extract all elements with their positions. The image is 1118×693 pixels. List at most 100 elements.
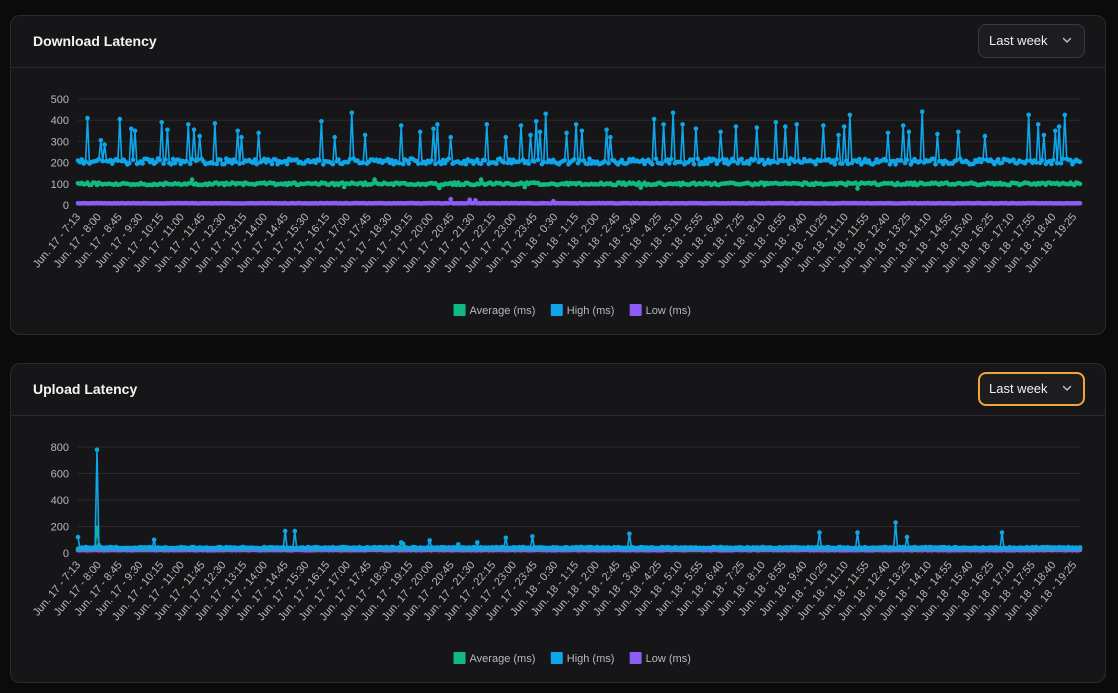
data-point[interactable] <box>638 185 644 190</box>
data-point[interactable] <box>817 530 822 535</box>
data-point[interactable] <box>783 124 788 129</box>
data-point[interactable] <box>187 161 193 167</box>
data-point[interactable] <box>532 159 537 164</box>
data-point[interactable] <box>573 122 579 127</box>
data-point[interactable] <box>218 157 223 163</box>
data-point[interactable] <box>543 111 548 117</box>
data-point[interactable] <box>448 196 454 202</box>
data-point[interactable] <box>649 162 655 167</box>
data-point[interactable] <box>999 530 1005 535</box>
data-point[interactable] <box>476 181 482 187</box>
data-point[interactable] <box>347 156 353 162</box>
data-point[interactable] <box>703 157 708 163</box>
data-point[interactable] <box>448 134 454 140</box>
data-point[interactable] <box>153 160 159 165</box>
data-point[interactable] <box>437 185 442 191</box>
data-point[interactable] <box>1077 181 1083 187</box>
data-point[interactable] <box>733 124 739 129</box>
data-point[interactable] <box>370 181 376 186</box>
data-point[interactable] <box>602 159 607 164</box>
data-point[interactable] <box>689 157 695 163</box>
data-point[interactable] <box>899 158 904 163</box>
data-point[interactable] <box>533 119 539 124</box>
data-point[interactable] <box>435 122 440 127</box>
data-point[interactable] <box>636 180 642 185</box>
data-point[interactable] <box>229 161 235 166</box>
data-point[interactable] <box>494 161 499 166</box>
data-point[interactable] <box>800 160 805 165</box>
data-point[interactable] <box>862 156 868 162</box>
data-point[interactable] <box>537 129 543 135</box>
data-point[interactable] <box>163 157 168 162</box>
data-point[interactable] <box>108 157 113 163</box>
data-point[interactable] <box>585 161 590 167</box>
data-point[interactable] <box>212 121 218 126</box>
data-point[interactable] <box>501 545 507 550</box>
data-point[interactable] <box>997 546 1003 551</box>
data-point[interactable] <box>1056 124 1062 129</box>
data-point[interactable] <box>214 161 220 167</box>
data-point[interactable] <box>587 156 592 161</box>
data-point[interactable] <box>571 157 577 162</box>
data-point[interactable] <box>509 161 514 166</box>
data-point[interactable] <box>94 447 100 452</box>
time-range-select[interactable]: Last week <box>978 24 1085 58</box>
legend-item[interactable]: High (ms) <box>550 304 615 317</box>
data-point[interactable] <box>956 129 961 135</box>
data-point[interactable] <box>845 161 851 167</box>
data-point[interactable] <box>1041 132 1047 138</box>
data-point[interactable] <box>473 545 478 550</box>
data-point[interactable] <box>705 161 710 167</box>
data-point[interactable] <box>771 159 777 165</box>
data-point[interactable] <box>693 126 699 131</box>
data-point[interactable] <box>425 545 431 550</box>
data-point[interactable] <box>482 158 488 163</box>
data-point[interactable] <box>661 122 666 127</box>
data-point[interactable] <box>1039 157 1045 163</box>
data-point[interactable] <box>982 133 988 139</box>
data-point[interactable] <box>541 159 547 165</box>
data-point[interactable] <box>773 120 779 125</box>
data-point[interactable] <box>330 161 336 167</box>
data-point[interactable] <box>406 161 412 166</box>
data-point[interactable] <box>172 160 178 166</box>
data-point[interactable] <box>79 157 85 162</box>
data-point[interactable] <box>853 180 858 185</box>
data-point[interactable] <box>117 116 123 122</box>
data-point[interactable] <box>754 125 760 130</box>
data-point[interactable] <box>332 134 338 140</box>
data-point[interactable] <box>995 157 1001 162</box>
data-point[interactable] <box>1068 157 1073 163</box>
data-point[interactable] <box>891 158 896 164</box>
data-point[interactable] <box>440 157 446 163</box>
data-point[interactable] <box>237 161 242 166</box>
data-point[interactable] <box>760 157 765 163</box>
data-point[interactable] <box>579 128 585 134</box>
data-point[interactable] <box>891 546 896 551</box>
data-point[interactable] <box>522 184 528 190</box>
data-point[interactable] <box>1077 201 1083 206</box>
data-point[interactable] <box>885 130 891 136</box>
data-point[interactable] <box>92 544 98 550</box>
data-point[interactable] <box>281 544 286 550</box>
data-point[interactable] <box>397 545 402 550</box>
data-point[interactable] <box>360 160 366 165</box>
legend-item[interactable]: High (ms) <box>550 652 615 665</box>
data-point[interactable] <box>96 156 102 162</box>
data-point[interactable] <box>475 157 480 162</box>
data-point[interactable] <box>416 161 421 166</box>
data-point[interactable] <box>659 161 664 166</box>
data-point[interactable] <box>1058 161 1064 166</box>
data-point[interactable] <box>170 156 176 162</box>
legend-item[interactable]: Low (ms) <box>629 304 691 317</box>
data-point[interactable] <box>841 124 847 129</box>
data-point[interactable] <box>821 123 826 128</box>
data-point[interactable] <box>904 534 910 540</box>
data-point[interactable] <box>400 541 406 546</box>
data-point[interactable] <box>484 122 490 127</box>
data-point[interactable] <box>438 161 444 167</box>
data-point[interactable] <box>625 545 630 551</box>
data-point[interactable] <box>222 161 227 167</box>
data-point[interactable] <box>503 535 509 541</box>
data-point[interactable] <box>731 159 737 164</box>
